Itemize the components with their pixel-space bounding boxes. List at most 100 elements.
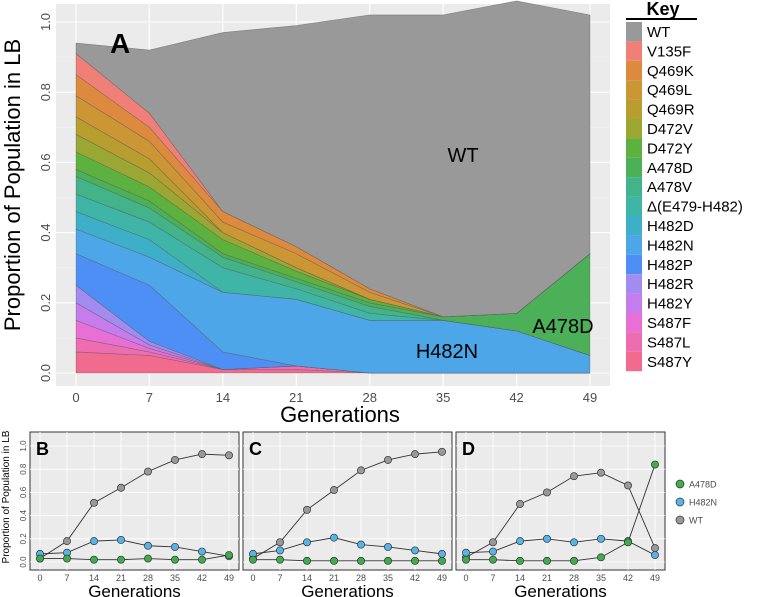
x-tick-label: 0 bbox=[250, 573, 255, 583]
panel-a-x-tick-label: 42 bbox=[509, 390, 523, 405]
point-a478d bbox=[570, 556, 578, 565]
panel-a-y-tick-label: 0.2 bbox=[38, 294, 53, 312]
legend-swatch-d472y bbox=[626, 138, 642, 158]
legend-label-wt: WT bbox=[647, 24, 670, 41]
x-tick-label: 21 bbox=[116, 573, 126, 583]
x-tick-label: 49 bbox=[437, 573, 447, 583]
panel-b-label: B bbox=[36, 439, 49, 459]
panel-a-y-tick-label: 0.0 bbox=[38, 364, 53, 382]
legend-label-s487y: S487Y bbox=[647, 354, 692, 371]
point-h482n bbox=[462, 548, 470, 557]
point-h482n bbox=[597, 534, 605, 543]
small-panels: Proportion of Population in LB B 0 7 14 21 28… bbox=[1, 430, 666, 597]
x-tick-label: 49 bbox=[224, 573, 234, 583]
small-panels-legend: A478D H482N WT bbox=[675, 480, 717, 526]
legend-swatch-s487l bbox=[626, 332, 642, 352]
point-h482n bbox=[303, 538, 311, 547]
point-h482n bbox=[330, 533, 338, 542]
point-a478d bbox=[651, 460, 659, 469]
point-wt bbox=[489, 538, 497, 547]
line-h482n bbox=[39, 539, 230, 557]
legend-label-d472v: D472V bbox=[647, 121, 693, 138]
legend-label-a478v: A478V bbox=[647, 179, 692, 196]
point-h482n bbox=[117, 536, 125, 544]
panel-a-x-tick-label: 28 bbox=[362, 390, 376, 405]
point-wt bbox=[171, 455, 179, 464]
annotation-h482n: H482N bbox=[416, 341, 478, 363]
point-a478d bbox=[276, 555, 284, 564]
point-a478d bbox=[90, 555, 98, 564]
point-wt bbox=[516, 500, 524, 508]
x-tick-label: 35 bbox=[170, 573, 180, 583]
legend-label-h482p: H482P bbox=[647, 257, 693, 274]
legend-label-q469l: Q469L bbox=[647, 82, 692, 99]
line-wt bbox=[39, 453, 230, 559]
line-a478d bbox=[253, 559, 442, 562]
y-tick-label: 0.4 bbox=[19, 509, 28, 521]
legend-label-e479-h482: Δ(E479-H482) bbox=[647, 199, 743, 216]
line-h482n bbox=[465, 538, 656, 556]
point-wt bbox=[651, 544, 659, 553]
legend-swatch-h482n bbox=[626, 235, 642, 255]
legend-swatch-s487f bbox=[626, 313, 642, 333]
legend-label-h482y: H482Y bbox=[647, 296, 693, 313]
point-wt bbox=[597, 468, 605, 477]
point-wt bbox=[438, 447, 446, 456]
legend-swatch-h482y bbox=[626, 293, 642, 313]
point-a478d bbox=[171, 555, 179, 564]
point-h482n bbox=[516, 537, 524, 546]
x-tick-label: 28 bbox=[143, 573, 153, 583]
point-wt bbox=[144, 467, 152, 476]
legend-swatch-wt bbox=[626, 22, 642, 42]
panel-d-label: D bbox=[462, 439, 475, 459]
panel-a-label: A bbox=[110, 28, 130, 59]
y-tick-label: 0.2 bbox=[19, 533, 28, 545]
point-wt bbox=[225, 451, 233, 460]
panel-a-y-axis-title: Proportion of Population in LB bbox=[0, 39, 25, 331]
x-tick-label: 42 bbox=[623, 573, 633, 583]
panel-a-x-tick-label: 49 bbox=[583, 390, 597, 405]
legend-label-q469r: Q469R bbox=[647, 102, 695, 119]
point-wt bbox=[330, 486, 338, 495]
point-a478d bbox=[438, 556, 446, 565]
panel-a-areas bbox=[75, 0, 591, 374]
panel-a-x-tick-label: 35 bbox=[436, 390, 450, 405]
line-a478d bbox=[466, 464, 656, 562]
legend-swatch-q469r bbox=[626, 99, 642, 119]
point-wt bbox=[543, 488, 551, 497]
legend-label-h482d: H482D bbox=[647, 218, 694, 235]
panel-a-stacked-area-chart: 0.0 0.2 0.4 0.6 0.8 1.0 0 7 14 21 28 35 42 49 Propor… bbox=[0, 0, 610, 427]
x-tick-label: 21 bbox=[329, 573, 339, 583]
panel-d-x-axis-title: Generations bbox=[514, 582, 607, 597]
legend-swatch-a478d bbox=[626, 157, 642, 178]
panel-a-y-tick-labels: 0.0 0.2 0.4 0.6 0.8 1.0 bbox=[38, 13, 53, 382]
point-wt bbox=[276, 538, 284, 547]
point-a478d bbox=[624, 538, 632, 547]
panel-d-plot-background bbox=[455, 431, 666, 571]
area-wt bbox=[75, 0, 591, 318]
legend-swatch-q469l bbox=[626, 80, 642, 100]
point-h482n bbox=[570, 538, 578, 547]
point-a478d bbox=[543, 556, 551, 565]
point-wt bbox=[357, 466, 365, 475]
annotation-a478d: A478D bbox=[532, 316, 593, 338]
panel-d-line-chart: D 0 7 14 21 28 35 42 49 Generations bbox=[455, 431, 666, 597]
point-wt bbox=[384, 455, 392, 464]
panel-b-x-axis-title: Generations bbox=[88, 582, 181, 597]
x-tick-label: 42 bbox=[410, 573, 420, 583]
panel-a-x-tick-label: 14 bbox=[216, 390, 230, 405]
panel-b-line-chart: B 0 7 14 21 28 35 42 49 Generations 0.0 0.2 0.4 0.6 0.… bbox=[19, 431, 240, 597]
legend-label-h482r: H482R bbox=[647, 276, 694, 293]
legend-title: Key bbox=[646, 0, 679, 19]
point-h482n bbox=[411, 546, 419, 555]
small-legend-label-wt: WT bbox=[689, 516, 703, 526]
point-h482n bbox=[276, 546, 284, 555]
legend-swatch-e479-h482 bbox=[626, 196, 642, 216]
line-wt bbox=[252, 451, 443, 559]
point-a478d bbox=[330, 556, 338, 565]
legend-swatch-v135f bbox=[626, 41, 642, 61]
point-a478d bbox=[117, 555, 125, 564]
legend-label-h482n: H482N bbox=[647, 237, 694, 254]
y-tick-label: 0.6 bbox=[19, 486, 28, 498]
